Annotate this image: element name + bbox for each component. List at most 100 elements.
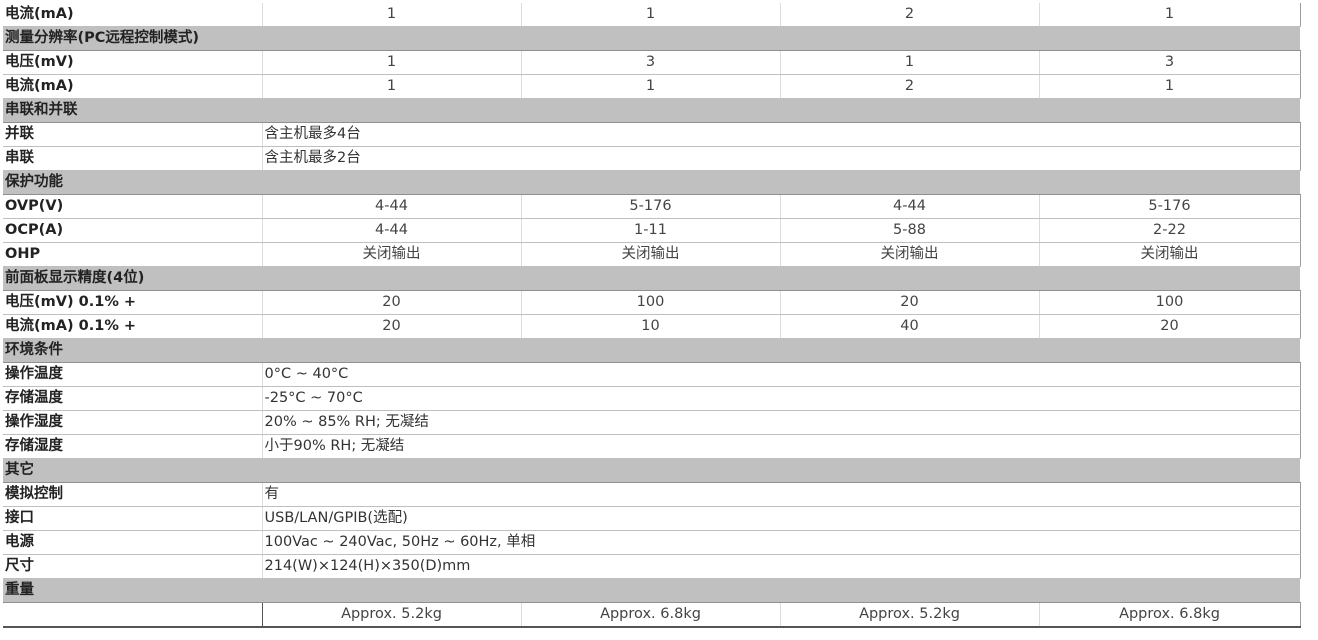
model-2-value: 1 <box>521 3 781 27</box>
spec-row: 电压(mV) 1 3 1 3 <box>3 50 1301 75</box>
section-header-row: 串联和并联 <box>3 98 1300 123</box>
spec-value: 有 <box>262 482 1301 507</box>
model-1-value: 4-44 <box>262 218 522 243</box>
model-2-value: 1 <box>521 74 781 99</box>
model-1-value: 1 <box>262 3 522 27</box>
spec-row: OVP(V) 4-44 5-176 4-44 5-176 <box>3 194 1301 219</box>
spec-row: 存储温度 -25°C ~ 70°C <box>3 386 1301 411</box>
spec-label: 尺寸 <box>3 554 263 579</box>
spec-label: 串联 <box>3 146 263 171</box>
spec-label: 操作温度 <box>3 362 263 387</box>
spec-row: 电源 100Vac ~ 240Vac, 50Hz ~ 60Hz, 单相 <box>3 530 1301 555</box>
spec-value: 20% ~ 85% RH; 无凝结 <box>262 410 1301 435</box>
spec-row: 电压(mV) 0.1% +20 100 20 100 <box>3 290 1301 315</box>
section-title: 测量分辨率(PC远程控制模式) <box>3 26 1300 51</box>
spec-label: 电压(mV) <box>3 50 263 75</box>
section-header-row: 其它 <box>3 458 1300 483</box>
spec-label: 并联 <box>3 122 263 147</box>
spec-row: 接口 USB/LAN/GPIB(选配) <box>3 506 1301 531</box>
section-header-row: 测量分辨率(PC远程控制模式) <box>3 26 1300 51</box>
model-3-value: 1 <box>780 50 1040 75</box>
section-title: 重量 <box>3 578 1300 603</box>
model-2-value: Approx. 6.8kg <box>521 602 781 628</box>
spec-label: 存储温度 <box>3 386 263 411</box>
model-2-value: 1-11 <box>521 218 781 243</box>
model-4-value: 20 <box>1039 314 1301 339</box>
spec-value: 含主机最多2台 <box>262 146 1301 171</box>
model-3-value: 20 <box>780 290 1040 315</box>
model-3-value: Approx. 5.2kg <box>780 602 1040 628</box>
spec-row: 并联 含主机最多4台 <box>3 122 1301 147</box>
model-2-value: 3 <box>521 50 781 75</box>
section-title: 前面板显示精度(4位) <box>3 266 1300 291</box>
spec-row: 操作温度 0°C ~ 40°C <box>3 362 1301 387</box>
model-1-value: 20 <box>262 290 522 315</box>
spec-row: 串联 含主机最多2台 <box>3 146 1301 171</box>
spec-row: 电流(mA) 1 1 2 1 <box>3 3 1301 27</box>
spec-label: 电流(mA) <box>3 74 263 99</box>
model-4-value: Approx. 6.8kg <box>1039 602 1301 628</box>
spec-value: 100Vac ~ 240Vac, 50Hz ~ 60Hz, 单相 <box>262 530 1301 555</box>
model-3-value: 2 <box>780 3 1040 27</box>
model-4-value: 3 <box>1039 50 1301 75</box>
model-1-value: Approx. 5.2kg <box>262 602 522 628</box>
spec-row: Approx. 5.2kg Approx. 6.8kg Approx. 5.2kg A… <box>3 602 1301 628</box>
spec-row: 操作湿度 20% ~ 85% RH; 无凝结 <box>3 410 1301 435</box>
model-3-value: 40 <box>780 314 1040 339</box>
model-1-value: 1 <box>262 74 522 99</box>
spec-label: 存储湿度 <box>3 434 263 459</box>
model-2-value: 5-176 <box>521 194 781 219</box>
spec-row: 电流(mA) 0.1% +20 10 40 20 <box>3 314 1301 339</box>
spec-label: 操作湿度 <box>3 410 263 435</box>
model-4-value: 1 <box>1039 3 1301 27</box>
model-1-value: 4-44 <box>262 194 522 219</box>
model-3-value: 关闭输出 <box>780 242 1040 267</box>
spec-value: USB/LAN/GPIB(选配) <box>262 506 1301 531</box>
model-1-value: 1 <box>262 50 522 75</box>
spec-label: 电流(mA) <box>3 3 263 27</box>
spec-value: 0°C ~ 40°C <box>262 362 1301 387</box>
spec-label <box>3 602 263 628</box>
spec-value: -25°C ~ 70°C <box>262 386 1301 411</box>
section-title: 环境条件 <box>3 338 1300 363</box>
spec-row: OHP 关闭输出 关闭输出 关闭输出 关闭输出 <box>3 242 1301 267</box>
spec-row: 尺寸 214(W)×124(H)×350(D)mm <box>3 554 1301 579</box>
model-4-value: 关闭输出 <box>1039 242 1301 267</box>
spec-row: OCP(A) 4-44 1-11 5-88 2-22 <box>3 218 1301 243</box>
spec-label: 模拟控制 <box>3 482 263 507</box>
spec-label: 接口 <box>3 506 263 531</box>
spec-label: OHP <box>3 242 263 267</box>
spec-row: 电流(mA) 1 1 2 1 <box>3 74 1301 99</box>
spec-label: OVP(V) <box>3 194 263 219</box>
section-title: 保护功能 <box>3 170 1300 195</box>
spec-table-body: 电流(mA) 1 1 2 1 测量分辨率(PC远程控制模式) 电压(mV) 1 3 1 3 电流(mA… <box>3 3 1301 628</box>
spec-label: OCP(A) <box>3 218 263 243</box>
section-header-row: 保护功能 <box>3 170 1300 195</box>
spec-table: 电流(mA) 1 1 2 1 测量分辨率(PC远程控制模式) 电压(mV) 1 3 1 3 电流(mA… <box>3 3 1301 628</box>
model-4-value: 100 <box>1039 290 1301 315</box>
spec-value: 214(W)×124(H)×350(D)mm <box>262 554 1301 579</box>
section-header-row: 重量 <box>3 578 1300 603</box>
section-header-row: 环境条件 <box>3 338 1300 363</box>
spec-value: 小于90% RH; 无凝结 <box>262 434 1301 459</box>
spec-label: 电源 <box>3 530 263 555</box>
section-title: 串联和并联 <box>3 98 1300 123</box>
model-4-value: 5-176 <box>1039 194 1301 219</box>
model-3-value: 5-88 <box>780 218 1040 243</box>
model-3-value: 2 <box>780 74 1040 99</box>
spec-row: 存储湿度 小于90% RH; 无凝结 <box>3 434 1301 459</box>
model-4-value: 1 <box>1039 74 1301 99</box>
model-1-value: 关闭输出 <box>262 242 522 267</box>
model-2-value: 10 <box>521 314 781 339</box>
model-2-value: 100 <box>521 290 781 315</box>
model-2-value: 关闭输出 <box>521 242 781 267</box>
spec-row: 模拟控制有 <box>3 482 1301 507</box>
section-title: 其它 <box>3 458 1300 483</box>
spec-label: 电流(mA) 0.1% + <box>3 314 263 339</box>
section-header-row: 前面板显示精度(4位) <box>3 266 1300 291</box>
model-4-value: 2-22 <box>1039 218 1301 243</box>
model-1-value: 20 <box>262 314 522 339</box>
model-3-value: 4-44 <box>780 194 1040 219</box>
spec-label: 电压(mV) 0.1% + <box>3 290 263 315</box>
spec-value: 含主机最多4台 <box>262 122 1301 147</box>
